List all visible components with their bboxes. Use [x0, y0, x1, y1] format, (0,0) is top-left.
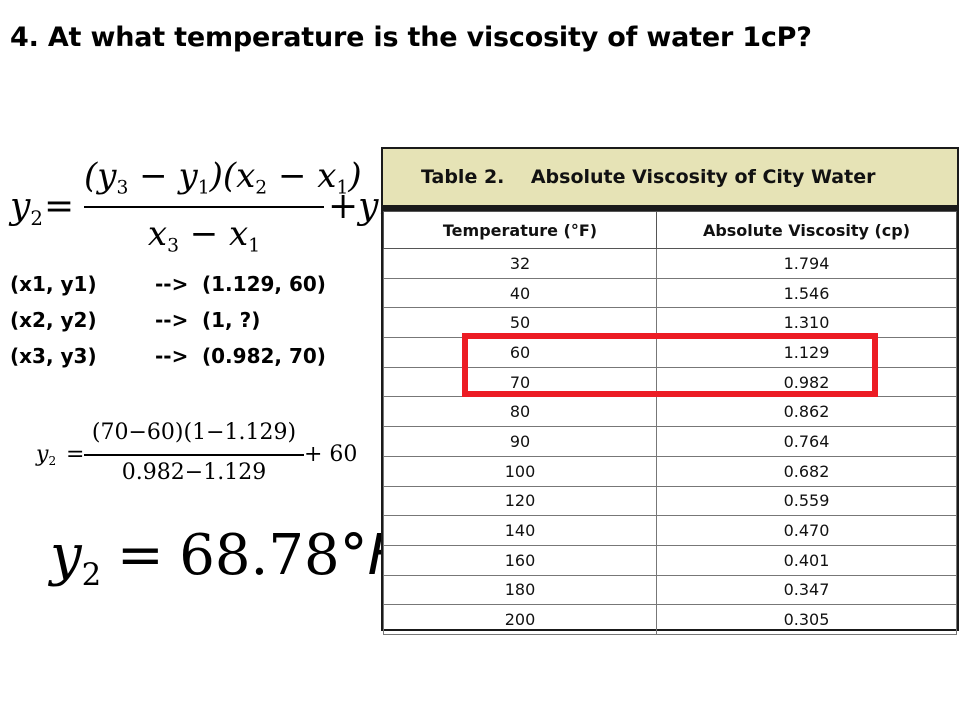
result-value: 68.78°: [179, 523, 368, 588]
viscosity-cell: 0.862: [656, 396, 957, 428]
calc-equals: =: [66, 442, 85, 467]
table-row: 80 0.862: [383, 396, 957, 428]
table-row: 50 1.310: [383, 307, 957, 339]
point-label: (x1, y1): [10, 272, 97, 296]
temperature-cell: 50: [383, 307, 657, 339]
point-row: (x3, y3) --> (0.982, 70): [10, 344, 380, 380]
interpolation-formula: y2 = (y3 − y1)(x2 − x1) x3 − x1 +y1: [6, 150, 391, 260]
table-row: 100 0.682: [383, 455, 957, 487]
formula-denominator: x3 − x1: [147, 214, 261, 257]
temperature-cell: 90: [383, 426, 657, 457]
table-row: 90 0.764: [383, 426, 957, 457]
result-equals: =: [116, 523, 164, 588]
point-arrow: -->: [155, 308, 189, 332]
formula-lhs: y2: [10, 186, 43, 230]
highlight-box: [462, 333, 878, 397]
viscosity-data-table: Temperature (°F) Absolute Viscosity (cp)…: [383, 211, 957, 635]
temperature-cell: 120: [383, 485, 657, 517]
point-label: (x2, y2): [10, 308, 97, 332]
formula-equals: =: [44, 186, 75, 227]
point-label: (x3, y3): [10, 344, 97, 368]
viscosity-table: Table 2. Absolute Viscosity of City Wate…: [381, 147, 959, 635]
viscosity-cell: 0.559: [656, 485, 957, 517]
header-viscosity: Absolute Viscosity (cp): [656, 211, 957, 249]
point-value: (0.982, 70): [202, 344, 326, 368]
formula-fraction-bar: [84, 206, 324, 208]
table-row: 120 0.559: [383, 485, 957, 517]
calc-numerator: (70−60)(1−1.129): [91, 420, 297, 445]
calc-denominator: 0.982−1.129: [121, 460, 267, 485]
result-lhs: y2: [50, 523, 102, 593]
point-arrow: -->: [155, 272, 189, 296]
temperature-cell: 180: [383, 574, 657, 606]
viscosity-cell: 1.794: [656, 248, 957, 279]
viscosity-cell: 0.470: [656, 515, 957, 546]
temperature-cell: 100: [383, 455, 657, 487]
table-row: 160 0.401: [383, 544, 957, 576]
viscosity-cell: 1.310: [656, 307, 957, 339]
point-list: (x1, y1) --> (1.129, 60) (x2, y2) --> (1…: [10, 272, 380, 380]
table-row: 140 0.470: [383, 515, 957, 546]
table-header-row: Temperature (°F) Absolute Viscosity (cp): [383, 211, 957, 249]
point-arrow: -->: [155, 344, 189, 368]
temperature-cell: 200: [383, 604, 657, 635]
temperature-cell: 60: [383, 337, 657, 368]
viscosity-cell: 0.305: [656, 604, 957, 635]
table-row: 32 1.794: [383, 248, 957, 279]
calc-fraction-bar: [84, 454, 304, 456]
point-value: (1.129, 60): [202, 272, 326, 296]
viscosity-cell: 1.546: [656, 277, 957, 309]
temperature-cell: 32: [383, 248, 657, 279]
table-row: 60 1.129: [383, 337, 957, 368]
point-row: (x2, y2) --> (1, ?): [10, 308, 380, 344]
slide-title: 4. At what temperature is the viscosity …: [10, 22, 812, 53]
calc-fraction: (70−60)(1−1.129) 0.982−1.129: [84, 418, 304, 490]
temperature-cell: 160: [383, 544, 657, 576]
substituted-formula: y2 = (70−60)(1−1.129) 0.982−1.129 + 60: [36, 418, 366, 493]
temperature-cell: 40: [383, 277, 657, 309]
temperature-cell: 80: [383, 396, 657, 428]
viscosity-cell: 0.347: [656, 574, 957, 606]
viscosity-cell: 0.764: [656, 426, 957, 457]
header-temperature: Temperature (°F): [383, 211, 657, 249]
viscosity-cell: 0.682: [656, 455, 957, 487]
table-row: 180 0.347: [383, 574, 957, 606]
formula-numerator: (y3 − y1)(x2 − x1): [84, 156, 362, 199]
formula-fraction: (y3 − y1)(x2 − x1) x3 − x1: [84, 156, 362, 257]
viscosity-cell: 0.401: [656, 544, 957, 576]
result-equation: y2 = 68.78°F: [50, 522, 400, 593]
temperature-cell: 140: [383, 515, 657, 546]
calc-plus-term: + 60: [304, 442, 358, 467]
point-row: (x1, y1) --> (1.129, 60): [10, 272, 380, 308]
table-caption: Table 2. Absolute Viscosity of City Wate…: [383, 149, 957, 211]
calc-lhs: y2: [36, 442, 57, 469]
table-row: 40 1.546: [383, 277, 957, 309]
table-row: 200 0.305: [383, 604, 957, 635]
point-value: (1, ?): [202, 308, 261, 332]
